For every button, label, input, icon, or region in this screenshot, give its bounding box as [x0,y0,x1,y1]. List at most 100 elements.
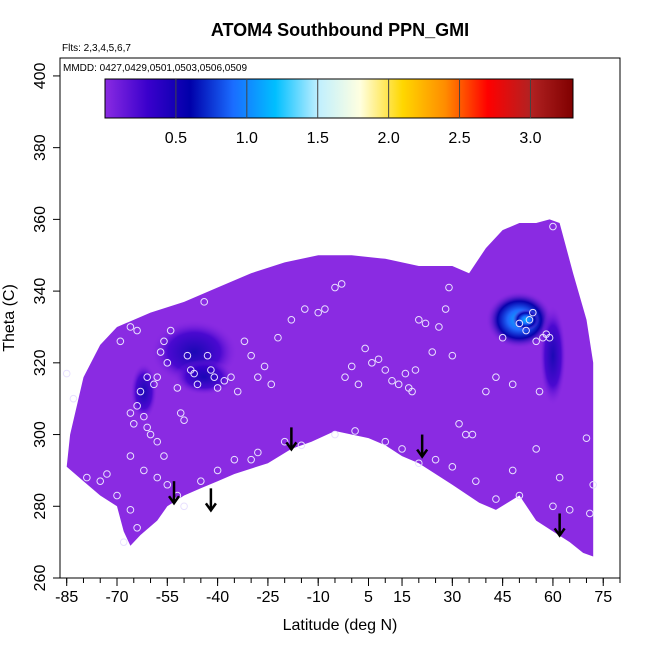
observation-point [508,380,517,389]
observation-point [398,445,406,453]
observation-point [146,430,155,439]
tropopause-arrow [204,488,217,513]
flights-note: Flts: 2,3,4,5,6,7 [62,43,131,54]
x-axis: -85 -70 -55 -40 -25 -10 5 15 30 45 60 75 [55,578,621,606]
heatmap-base [66,219,594,557]
observation-point [83,473,91,482]
observation-point [193,380,202,389]
observation-point [421,319,430,328]
observation-point [297,441,306,450]
observation-point [207,366,215,374]
observation-point [274,333,282,342]
observation-point [254,373,262,381]
colorbar-bar [104,78,574,119]
observation-point [415,459,423,468]
observation-point [156,348,165,356]
observation-point [176,409,185,417]
observation-point [549,502,557,511]
colorbar: 0.5 1.0 1.5 2.0 2.5 3.0 [104,78,574,147]
observation-point [163,480,172,489]
observation-point [180,416,188,425]
observation-point [213,466,222,475]
observation-point [525,315,534,324]
observation-point [549,222,557,231]
observation-point [394,380,403,389]
observation-point [586,509,594,518]
observation-point [522,326,530,335]
observation-point [441,305,450,313]
y-tick-label: 360 [32,206,49,233]
observation-point [220,376,229,385]
colorbar-tick-label: 1.0 [236,130,258,147]
x-tick-label: -70 [105,589,128,606]
observation-point [129,419,138,428]
observation-point [267,380,276,389]
observation-point [116,337,125,346]
observation-point [529,308,537,317]
observation-point [448,463,457,471]
heatmap-region [539,305,567,406]
observation-point [498,333,507,342]
observation-point [331,430,339,439]
observation-point [153,473,162,482]
chart-title: ATOM4 Southbound PPN_GMI [211,20,469,40]
observation-point [492,373,500,381]
tropopause-arrow [167,481,181,506]
y-axis-title: Theta (C) [1,284,18,352]
y-tick-label: 300 [32,421,49,448]
observation-point [431,455,440,464]
x-tick-label: -25 [256,589,279,606]
observation-point [341,373,349,381]
x-tick-label: -40 [206,589,229,606]
x-tick-label: -10 [307,589,330,606]
observation-point [96,477,105,485]
plot-frame [59,57,621,579]
observation-point [183,351,192,360]
observation-point [153,437,162,446]
observation-point [126,409,135,417]
observation-point [331,283,339,292]
observation-point [200,298,208,306]
observation-point [381,366,390,374]
observation-point [368,359,376,367]
y-tick-label: 320 [32,349,49,376]
x-tick-label: 75 [594,589,612,606]
observation-point [153,373,162,381]
observation-point [213,384,222,392]
observation-point [381,437,390,446]
x-tick-label: 5 [364,589,373,606]
colorbar-tick-label: 0.5 [165,130,187,147]
observation-point [210,373,219,381]
x-tick-label: 60 [544,589,562,606]
observation-point [374,355,383,364]
observation-point [133,326,141,335]
observation-point [435,323,443,331]
observation-point [180,502,188,511]
observation-point [445,283,453,292]
colorbar-tick-label: 3.0 [519,130,541,147]
observation-point [428,348,437,356]
observation-point [287,315,296,324]
observation-point [203,351,212,360]
colorbar-tick-label: 1.5 [307,130,329,147]
x-tick-label: 30 [443,589,461,606]
observation-point [472,477,480,485]
x-tick-label: -85 [55,589,78,606]
observation-point [69,394,78,403]
observation-point [190,369,198,378]
observation-point [227,373,235,381]
observation-point [482,387,490,396]
observation-point [565,506,574,514]
y-tick-label: 260 [32,565,49,592]
observation-point [197,477,205,485]
y-tick-label: 340 [32,278,49,305]
observation-point [163,359,172,367]
observation-point [337,280,346,288]
x-axis-title: Latitude (deg N) [283,617,398,634]
y-tick-label: 400 [32,62,49,89]
observation-point [411,366,420,374]
colorbar-tick-label: 2.0 [378,130,400,147]
observation-point [160,452,168,460]
observation-point [119,538,128,546]
